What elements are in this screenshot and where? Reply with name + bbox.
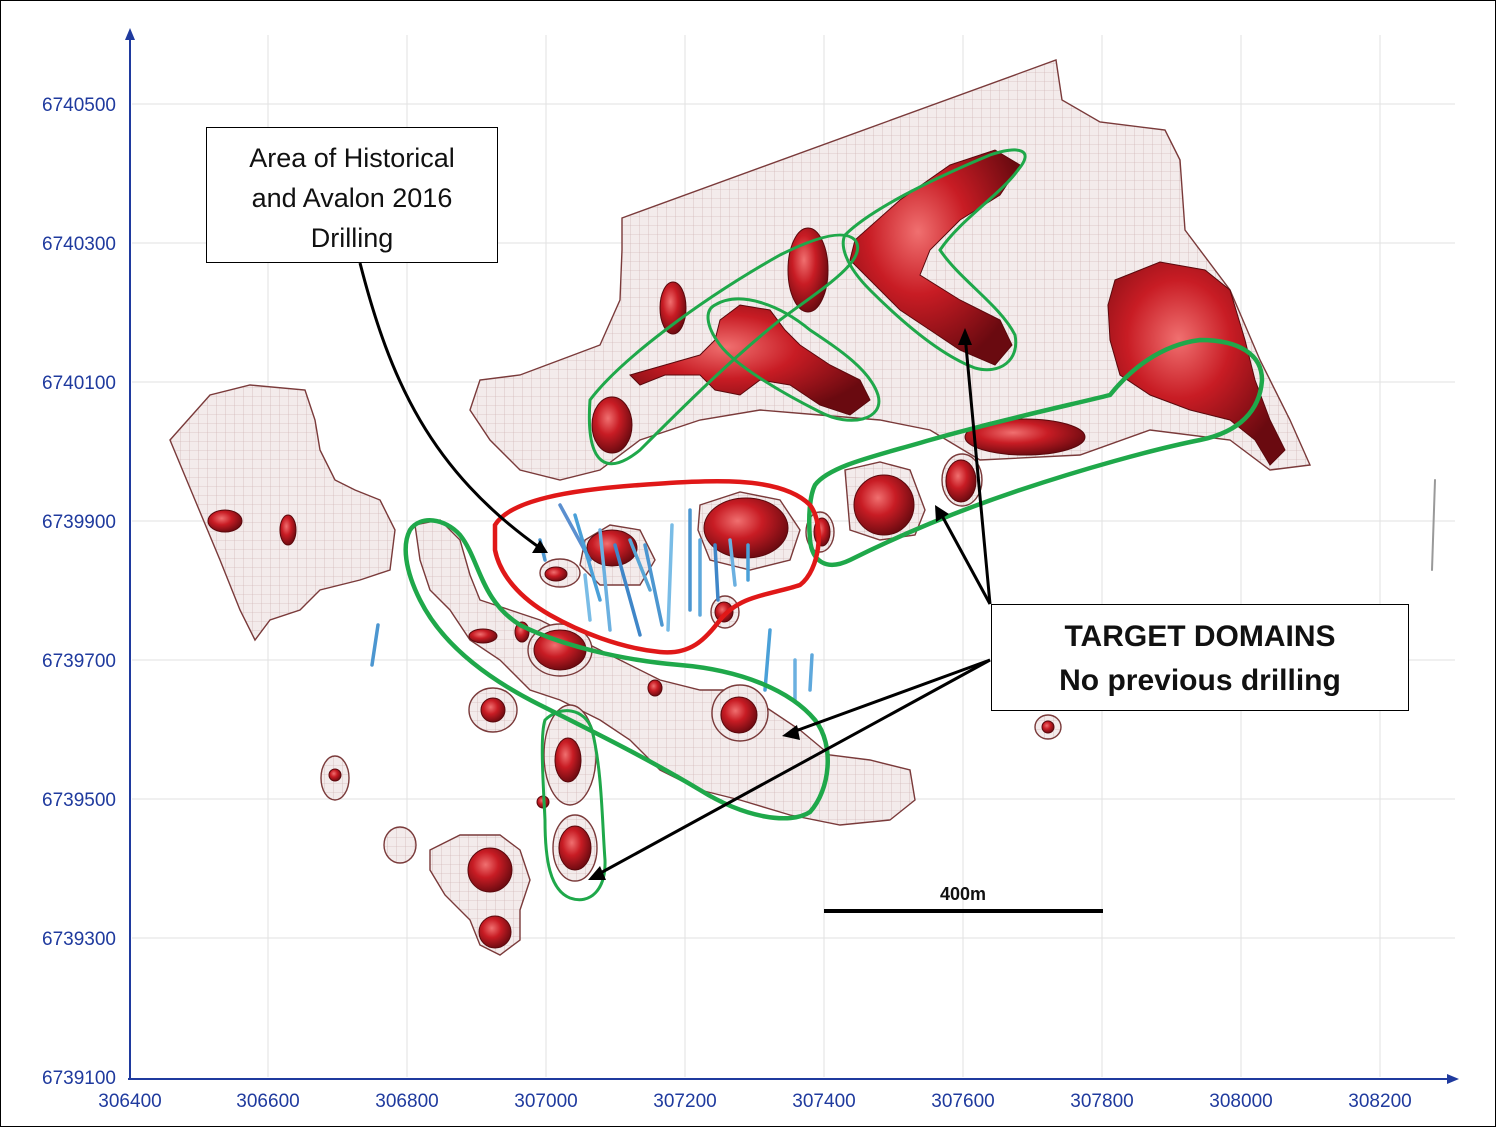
orebody [207, 509, 243, 533]
drill-hole [808, 653, 814, 692]
y-tick-label: 6740300 [42, 234, 116, 255]
orebody [964, 418, 1086, 456]
orebody [591, 396, 633, 454]
orebody [945, 459, 977, 503]
x-tick-label: 306800 [375, 1091, 438, 1112]
target-domain-outlines [403, 148, 1265, 902]
arrowhead [532, 540, 548, 553]
drill-hole [728, 538, 737, 587]
pointer-drilling [358, 262, 541, 550]
x-tick-label: 307000 [514, 1091, 577, 1112]
orebody [714, 601, 734, 623]
y-tick-label: 6739900 [42, 512, 116, 533]
drill-hole [713, 543, 720, 602]
callout-subtitle: No previous drilling [1059, 664, 1341, 697]
x-axis-ticks: 306400 306600 306800 307000 307200 30740… [98, 1091, 1411, 1112]
target-outline-nw-belt [587, 233, 859, 466]
orebody [720, 696, 758, 734]
target-outline-x-arm [706, 297, 881, 422]
orebody [703, 497, 789, 559]
orebody [478, 915, 512, 949]
drill-hole [628, 538, 652, 592]
x-tick-label: 306600 [236, 1091, 299, 1112]
y-tick-label: 6739100 [42, 1068, 116, 1089]
x-tick-label: 306400 [98, 1091, 161, 1112]
mesh-central-shell [414, 519, 916, 826]
y-axis-ticks: 6740500 6740300 6740100 6739900 6739700 … [42, 95, 116, 1089]
x-tick-label: 308000 [1209, 1091, 1272, 1112]
arrowhead [958, 328, 972, 345]
orebody [586, 529, 638, 567]
orebody [467, 847, 513, 893]
callout-line: Drilling [310, 223, 394, 253]
orebody [659, 281, 687, 335]
callout-title: TARGET DOMAINS [1064, 620, 1336, 653]
scale-bar: 400m [824, 884, 1103, 913]
drill-hole [666, 523, 674, 632]
drill-hole [573, 513, 602, 602]
drilling-area-callout: Area of Historical and Avalon 2016 Drill… [206, 127, 498, 263]
callout-line: Area of Historical [249, 143, 455, 173]
mesh-pod [383, 826, 417, 864]
orebody-central-x [629, 304, 871, 416]
orebody [468, 628, 498, 644]
drill-hole [370, 623, 380, 667]
mesh-west-shell [169, 384, 396, 642]
y-axis-arrow [125, 28, 135, 40]
axes [125, 28, 1459, 1084]
pointer-target-3 [789, 658, 991, 735]
y-tick-label: 6739300 [42, 929, 116, 950]
x-tick-label: 307800 [1070, 1091, 1133, 1112]
drill-hole [643, 543, 664, 627]
drill-hole [613, 543, 642, 637]
x-tick-label: 307200 [653, 1091, 716, 1112]
orebody [647, 679, 663, 697]
x-tick-label: 307400 [792, 1091, 855, 1112]
arrowhead [782, 725, 800, 740]
orebody-ne-arm [849, 149, 1021, 366]
pointer-arrows [358, 262, 992, 880]
target-domains-callout: TARGET DOMAINS No previous drilling [991, 604, 1409, 711]
x-axis-arrow [1447, 1074, 1459, 1084]
y-tick-label: 6739700 [42, 651, 116, 672]
orebody [279, 514, 297, 546]
drill-hole [763, 628, 772, 692]
orebody [544, 566, 568, 582]
y-tick-label: 6740500 [42, 95, 116, 116]
callout-line: and Avalon 2016 [251, 183, 453, 213]
target-outline-south-pod [540, 709, 607, 902]
ore-bodies [207, 149, 1286, 949]
y-tick-label: 6740100 [42, 373, 116, 394]
drill-hole [1431, 479, 1436, 571]
arrowhead [935, 505, 949, 522]
pointer-target-2 [938, 511, 992, 605]
arrowhead [588, 866, 606, 880]
pointer-target-1 [963, 334, 992, 605]
target-outline-ne-arm [841, 148, 1027, 372]
orebody [480, 697, 506, 723]
orebody [554, 737, 582, 783]
orebody [1041, 720, 1055, 734]
orebody [853, 474, 915, 536]
x-tick-label: 307600 [931, 1091, 994, 1112]
drill-hole [598, 528, 612, 632]
orebody [558, 825, 592, 871]
target-outline-central-belt [403, 518, 830, 821]
x-tick-label: 308200 [1348, 1091, 1411, 1112]
orebody-east [1107, 261, 1286, 466]
pointer-target-4 [594, 658, 991, 878]
y-tick-label: 6739500 [42, 790, 116, 811]
drill-hole [583, 573, 592, 622]
drilling-area-outline [492, 478, 821, 655]
scale-bar-label: 400m [940, 884, 986, 904]
target-outline-east-band [806, 337, 1265, 567]
orebody [328, 768, 342, 782]
